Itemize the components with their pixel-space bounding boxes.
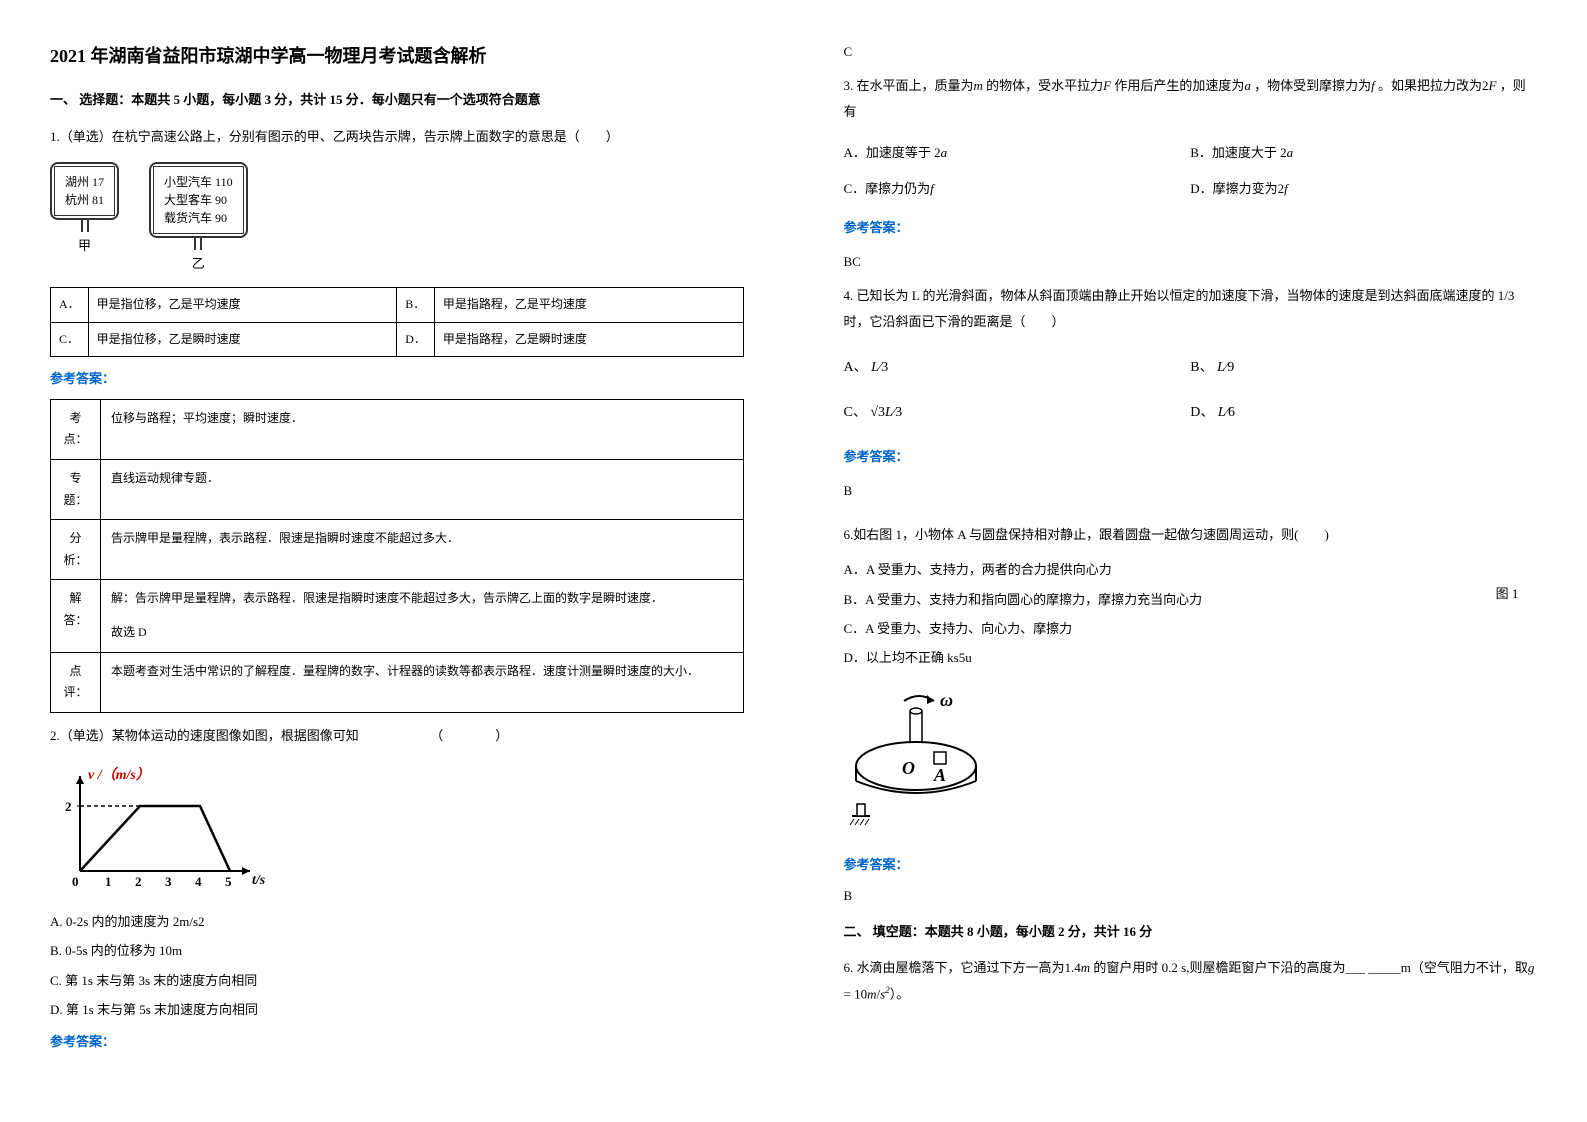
q5-fig-label: 图 1: [1477, 512, 1537, 676]
q4-options: A、 L⁄3 B、 L⁄9 C、 √3L⁄3 D、 L⁄6: [844, 345, 1538, 435]
sign1-line2: 杭州 81: [65, 191, 104, 209]
dianping-label: 点评：: [51, 652, 101, 712]
svg-text:2: 2: [135, 874, 142, 889]
q2-answer-label: 参考答案：: [50, 1030, 744, 1053]
q4-optB: B、 L⁄9: [1190, 355, 1537, 380]
q4-answer: B: [844, 479, 1538, 502]
q1-optD-label: D．: [397, 322, 435, 357]
jieda-cell: 解：告示牌甲是量程牌，表示路程．限速是指瞬时速度不能超过多大，告示牌乙上面的数字…: [101, 580, 744, 652]
sign2-label: 乙: [192, 252, 205, 275]
q5-answer: B: [844, 884, 1538, 907]
q3-stem: 3. 在水平面上，质量为m 的物体，受水平拉力F 作用后产生的加速度为a ，物体…: [844, 73, 1538, 125]
jieda2: 故选 D: [111, 622, 733, 644]
jieda: 解：告示牌甲是量程牌，表示路程．限速是指瞬时速度不能超过多大，告示牌乙上面的数字…: [111, 588, 733, 610]
q1-stem: 1.（单选）在杭宁高速公路上，分别有图示的甲、乙两块告示牌，告示牌上面数字的意思…: [50, 124, 744, 150]
svg-text:4: 4: [195, 874, 202, 889]
q1-options-table: A． 甲是指位移，乙是平均速度 B． 甲是指路程，乙是平均速度 C． 甲是指位移…: [50, 287, 744, 357]
fenxi-label: 分析：: [51, 520, 101, 580]
svg-text:5: 5: [225, 874, 232, 889]
q5-optA: A．A 受重力、支持力，两者的合力提供向心力: [844, 558, 1478, 581]
q2-stem: 2.（单选）某物体运动的速度图像如图，根据图像可知 （ ）: [50, 723, 744, 749]
q5-answer-label: 参考答案：: [844, 853, 1538, 876]
fenxi: 告示牌甲是量程牌，表示路程．限速是指瞬时速度不能超过多大．: [101, 520, 744, 580]
q1-optB: 甲是指路程，乙是平均速度: [434, 288, 743, 323]
right-column: C 3. 在水平面上，质量为m 的物体，受水平拉力F 作用后产生的加速度为a ，…: [794, 0, 1587, 1122]
q4-answer-label: 参考答案：: [844, 445, 1538, 468]
q1-optD: 甲是指路程，乙是瞬时速度: [434, 322, 743, 357]
q1-optB-label: B．: [397, 288, 435, 323]
svg-text:O: O: [902, 758, 915, 778]
q3-optB: B．加速度大于 2a: [1190, 141, 1537, 164]
q4-optC: C、 √3L⁄3: [844, 400, 1191, 425]
q1-answer-label: 参考答案：: [50, 367, 744, 390]
sign1-line1: 湖州 17: [65, 173, 104, 191]
svg-text:2: 2: [65, 799, 72, 814]
q5-optD: D．以上均不正确 ks5u: [844, 646, 1478, 669]
left-column: 2021 年湖南省益阳市琼湖中学高一物理月考试题含解析 一、 选择题：本题共 5…: [0, 0, 794, 1122]
svg-text:ω: ω: [940, 690, 953, 710]
section1-header: 一、 选择题：本题共 5 小题，每小题 3 分，共计 15 分．每小题只有一个选…: [50, 88, 744, 111]
svg-text:3: 3: [165, 874, 172, 889]
kaodian: 位移与路程；平均速度；瞬时速度．: [101, 399, 744, 459]
exam-title: 2021 年湖南省益阳市琼湖中学高一物理月考试题含解析: [50, 40, 744, 72]
svg-text:A: A: [933, 765, 946, 785]
sign2-line3: 载货汽车 90: [164, 209, 233, 227]
svg-text:t/s: t/s: [252, 873, 266, 888]
q1-optA-label: A．: [51, 288, 89, 323]
q3-optD: D．摩擦力变为2f: [1190, 177, 1537, 200]
zhuanti: 直线运动规律专题．: [101, 459, 744, 519]
q4-optD: D、 L⁄6: [1190, 400, 1537, 425]
q5-stem: 6.如右图 1，小物体 A 与圆盘保持相对静止，跟着圆盘一起做匀速圆周运动，则(…: [844, 522, 1478, 548]
q4-stem: 4. 已知长为 L 的光滑斜面，物体从斜面顶端由静止开始以恒定的加速度下滑，当物…: [844, 283, 1538, 335]
q3-optA: A．加速度等于 2a: [844, 141, 1191, 164]
svg-text:1: 1: [105, 874, 112, 889]
q1-optC-label: C．: [51, 322, 89, 357]
section2-header: 二、 填空题：本题共 8 小题，每小题 2 分，共计 16 分: [844, 920, 1538, 943]
q2-optA: A. 0-2s 内的加速度为 2m/s2: [50, 910, 744, 933]
q2-optC: C. 第 1s 末与第 3s 末的速度方向相同: [50, 969, 744, 992]
sign1-label: 甲: [78, 234, 91, 257]
q3-optC: C．摩擦力仍为f: [844, 177, 1191, 200]
q5-optB: B．A 受重力、支持力和指向圆心的摩擦力，摩擦力充当向心力: [844, 588, 1478, 611]
jieda-label: 解答：: [51, 580, 101, 652]
q2-graph: v /（m/s） 2 0 1 2 3 4 5 t/s: [50, 761, 744, 898]
q3-options: A．加速度等于 2a B．加速度大于 2a C．摩擦力仍为f D．摩擦力变为2f: [844, 135, 1538, 206]
dianping: 本题考查对生活中常识的了解程度．量程牌的数字、计程器的读数等都表示路程．速度计测…: [101, 652, 744, 712]
q3-answer: BC: [844, 250, 1538, 273]
q6-stem: 6. 水滴由屋檐落下，它通过下方一高为1.4m 的窗户用时 0.2 s,则屋檐距…: [844, 955, 1538, 1007]
q1-optA: 甲是指位移，乙是平均速度: [88, 288, 397, 323]
q1-analysis-table: 考点： 位移与路程；平均速度；瞬时速度． 专题： 直线运动规律专题． 分析： 告…: [50, 399, 744, 713]
kaodian-label: 考点：: [51, 399, 101, 459]
q1-signs: 湖州 17 杭州 81 甲 小型汽车 110 大型客车 90 载货汽车 90 乙: [50, 162, 744, 275]
sign2-line1: 小型汽车 110: [164, 173, 233, 191]
svg-text:v /（m/s）: v /（m/s）: [88, 766, 150, 783]
sign2-line2: 大型客车 90: [164, 191, 233, 209]
q1-optC: 甲是指位移，乙是瞬时速度: [88, 322, 397, 357]
q4-optA: A、 L⁄3: [844, 355, 1191, 380]
q2-optD: D. 第 1s 末与第 5s 末加速度方向相同: [50, 998, 744, 1021]
q2-optB: B. 0-5s 内的位移为 10m: [50, 939, 744, 962]
q5-optC: C．A 受重力、支持力、向心力、摩擦力: [844, 617, 1478, 640]
q5-figure: ω O A: [844, 686, 1538, 843]
sign-yi: 小型汽车 110 大型客车 90 载货汽车 90 乙: [149, 162, 248, 275]
zhuanti-label: 专题：: [51, 459, 101, 519]
sign-jia: 湖州 17 杭州 81 甲: [50, 162, 119, 257]
q3-answer-label: 参考答案：: [844, 216, 1538, 239]
svg-text:0: 0: [72, 874, 79, 889]
q2-answer: C: [844, 40, 1538, 63]
